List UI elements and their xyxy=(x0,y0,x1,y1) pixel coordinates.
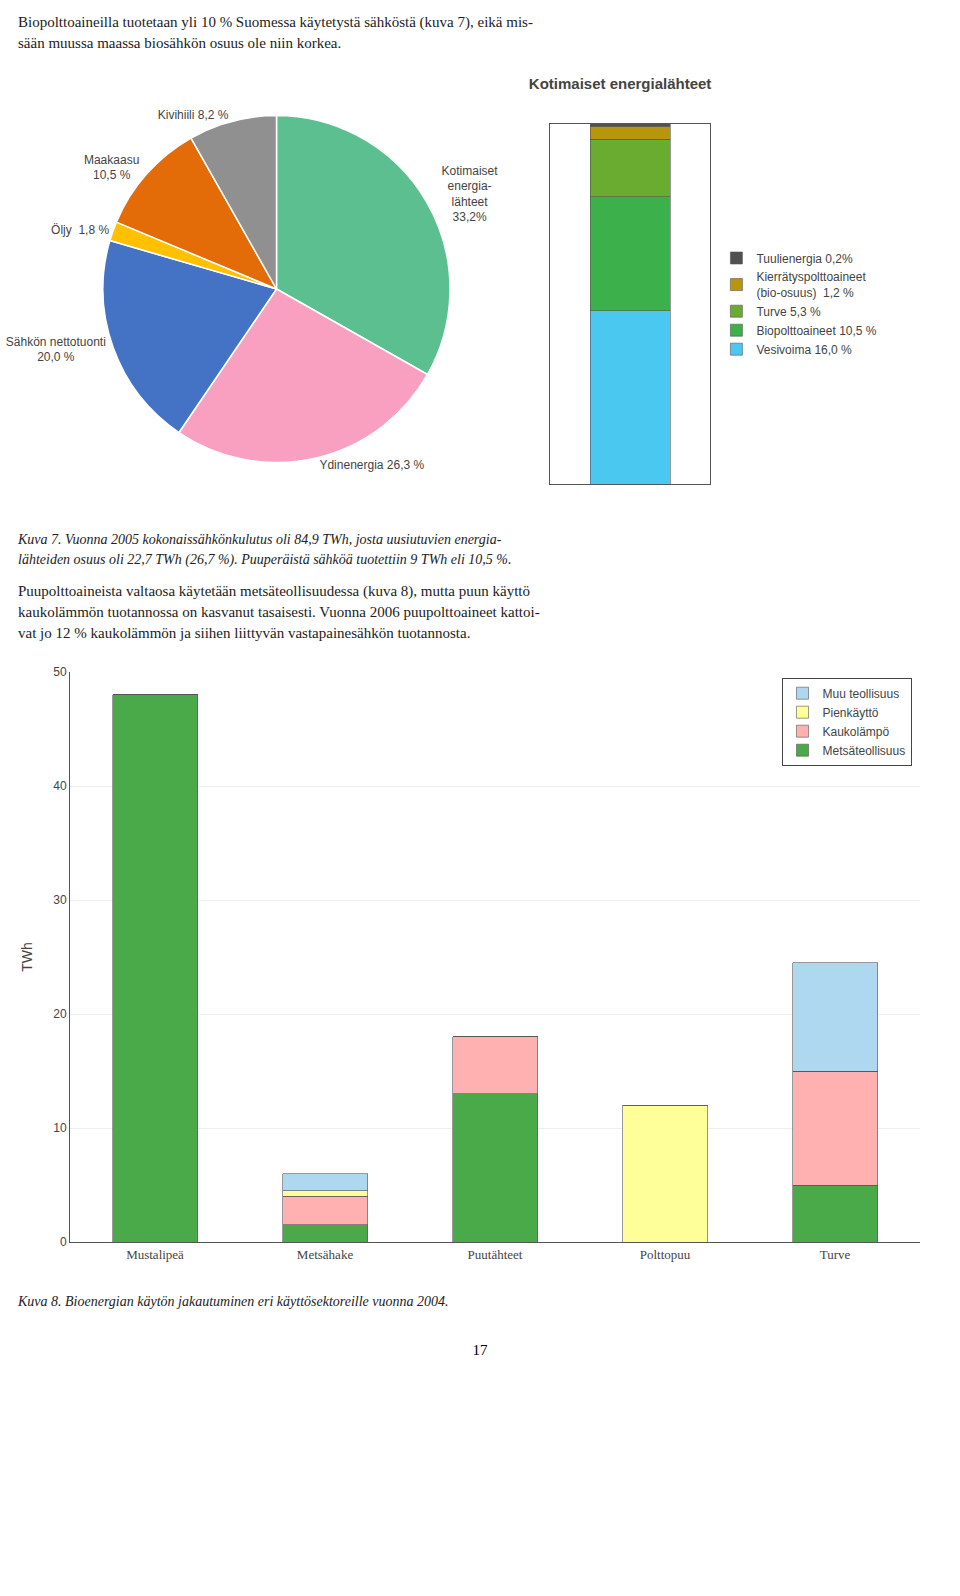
svg-text:30: 30 xyxy=(53,893,67,907)
svg-text:Metsäteollisuus: Metsäteollisuus xyxy=(823,744,906,758)
svg-text:Kierrätyspolttoaineet(bio-osuu: Kierrätyspolttoaineet(bio-osuus) 1,2 % xyxy=(756,270,866,300)
html-text:Puupolttoaineista valtaosa käy: Puupolttoaineista valtaosa käytetään met… xyxy=(18,583,540,642)
svg-text:Kotimaiset energialähteet: Kotimaiset energialähteet xyxy=(529,75,712,92)
html-text:Biopolttoaineilla tuotetaan yl: Biopolttoaineilla tuotetaan yli 10 % Suo… xyxy=(18,14,533,51)
svg-text:Mustalipeä: Mustalipeä xyxy=(126,1247,184,1262)
svg-text:Puutähteet: Puutähteet xyxy=(468,1247,523,1262)
svg-text:Pienkäyttö: Pienkäyttö xyxy=(823,706,879,720)
svg-text:Öljy 1,8 %: Öljy 1,8 % xyxy=(51,223,109,237)
svg-text:TWh: TWh xyxy=(19,942,35,972)
svg-text:50: 50 xyxy=(53,665,67,679)
svg-text:Ydinenergia 26,3 %: Ydinenergia 26,3 % xyxy=(319,458,424,472)
svg-text:Tuulienergia 0,2%: Tuulienergia 0,2% xyxy=(756,252,853,266)
svg-text:Maakaasu10,5 %: Maakaasu10,5 % xyxy=(84,153,139,183)
svg-text:0: 0 xyxy=(60,1235,67,1249)
svg-text:Sähkön nettotuonti20,0 %: Sähkön nettotuonti20,0 % xyxy=(6,335,106,365)
svg-text:Kotimaisetenergia-lähteet33,2%: Kotimaisetenergia-lähteet33,2% xyxy=(442,164,499,225)
html-text:Kuva 8. Bioenergian käytön jak: Kuva 8. Bioenergian käytön jakautuminen … xyxy=(18,1294,449,1310)
svg-text:Biopolttoaineet 10,5 %: Biopolttoaineet 10,5 % xyxy=(756,324,876,338)
svg-text:Turve 5,3 %: Turve 5,3 % xyxy=(756,305,821,319)
html-text:Kuva 7. Vuonna 2005 kokonaissä: Kuva 7. Vuonna 2005 kokonaissähkönkulutu… xyxy=(18,532,512,567)
svg-text:Muu teollisuus: Muu teollisuus xyxy=(823,687,900,701)
html-text:17: 17 xyxy=(472,1341,488,1358)
svg-text:Vesivoima 16,0 %: Vesivoima 16,0 % xyxy=(756,343,852,357)
svg-text:20: 20 xyxy=(53,1007,67,1021)
svg-text:Kivihiili 8,2 %: Kivihiili 8,2 % xyxy=(158,108,229,122)
svg-text:10: 10 xyxy=(53,1121,67,1135)
svg-text:Metsähake: Metsähake xyxy=(297,1247,354,1262)
svg-text:Polttopuu: Polttopuu xyxy=(640,1247,691,1262)
svg-text:Kaukolämpö: Kaukolämpö xyxy=(823,725,890,739)
svg-text:Turve: Turve xyxy=(820,1247,851,1262)
svg-text:40: 40 xyxy=(53,779,67,793)
